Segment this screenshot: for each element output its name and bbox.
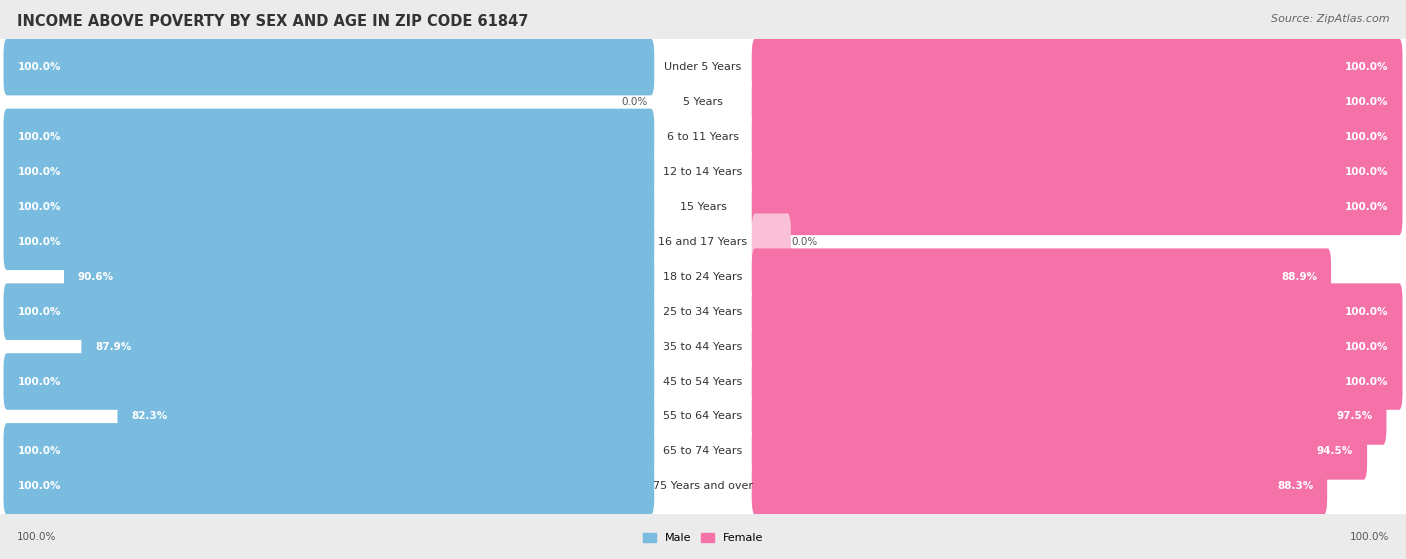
Text: 100.0%: 100.0% [1346,342,1389,352]
Text: 100.0%: 100.0% [1346,377,1389,386]
Text: 16 and 17 Years: 16 and 17 Years [658,237,748,247]
FancyBboxPatch shape [752,248,1331,305]
FancyBboxPatch shape [0,407,1406,496]
Text: 100.0%: 100.0% [1346,132,1389,142]
Text: 100.0%: 100.0% [17,62,60,72]
Text: 100.0%: 100.0% [17,167,60,177]
Text: 100.0%: 100.0% [1346,167,1389,177]
FancyBboxPatch shape [752,388,1386,445]
Text: 6 to 11 Years: 6 to 11 Years [666,132,740,142]
FancyBboxPatch shape [752,458,1327,515]
FancyBboxPatch shape [3,283,654,340]
Text: 88.3%: 88.3% [1277,481,1313,491]
FancyBboxPatch shape [752,353,1403,410]
FancyBboxPatch shape [0,93,1406,181]
Text: 25 to 34 Years: 25 to 34 Years [664,307,742,316]
FancyBboxPatch shape [3,108,654,165]
Legend: Male, Female: Male, Female [638,528,768,548]
Text: 65 to 74 Years: 65 to 74 Years [664,447,742,456]
Text: 75 Years and over: 75 Years and over [652,481,754,491]
Text: 100.0%: 100.0% [1350,532,1389,542]
FancyBboxPatch shape [65,248,654,305]
FancyBboxPatch shape [0,23,1406,111]
FancyBboxPatch shape [0,58,1406,146]
FancyBboxPatch shape [752,39,1403,96]
FancyBboxPatch shape [752,144,1403,200]
FancyBboxPatch shape [752,178,1403,235]
Text: 0.0%: 0.0% [621,97,647,107]
Text: 82.3%: 82.3% [131,411,167,421]
FancyBboxPatch shape [3,39,654,96]
Text: 100.0%: 100.0% [17,481,60,491]
FancyBboxPatch shape [0,267,1406,356]
FancyBboxPatch shape [0,127,1406,216]
FancyBboxPatch shape [0,233,1406,321]
Text: 100.0%: 100.0% [17,132,60,142]
FancyBboxPatch shape [118,388,654,445]
Text: 97.5%: 97.5% [1336,411,1372,421]
FancyBboxPatch shape [0,372,1406,461]
FancyBboxPatch shape [0,442,1406,530]
FancyBboxPatch shape [0,337,1406,426]
Text: 100.0%: 100.0% [1346,202,1389,212]
Text: 18 to 24 Years: 18 to 24 Years [664,272,742,282]
FancyBboxPatch shape [3,178,654,235]
Text: 100.0%: 100.0% [17,532,56,542]
Text: 100.0%: 100.0% [1346,307,1389,316]
FancyBboxPatch shape [3,458,654,515]
Text: 90.6%: 90.6% [77,272,114,282]
FancyBboxPatch shape [752,214,790,270]
Text: 94.5%: 94.5% [1317,447,1353,456]
FancyBboxPatch shape [752,423,1367,480]
Text: 100.0%: 100.0% [17,202,60,212]
Text: 0.0%: 0.0% [790,237,817,247]
Text: 5 Years: 5 Years [683,97,723,107]
FancyBboxPatch shape [752,108,1403,165]
Text: 100.0%: 100.0% [17,237,60,247]
FancyBboxPatch shape [0,197,1406,286]
Text: 100.0%: 100.0% [17,307,60,316]
FancyBboxPatch shape [3,353,654,410]
FancyBboxPatch shape [82,318,654,375]
FancyBboxPatch shape [0,163,1406,251]
Text: 88.9%: 88.9% [1281,272,1317,282]
Text: Source: ZipAtlas.com: Source: ZipAtlas.com [1271,14,1389,24]
FancyBboxPatch shape [752,74,1403,130]
Text: INCOME ABOVE POVERTY BY SEX AND AGE IN ZIP CODE 61847: INCOME ABOVE POVERTY BY SEX AND AGE IN Z… [17,14,529,29]
Text: 12 to 14 Years: 12 to 14 Years [664,167,742,177]
Text: 15 Years: 15 Years [679,202,727,212]
Text: 100.0%: 100.0% [1346,97,1389,107]
Text: 55 to 64 Years: 55 to 64 Years [664,411,742,421]
FancyBboxPatch shape [0,302,1406,391]
Text: 45 to 54 Years: 45 to 54 Years [664,377,742,386]
FancyBboxPatch shape [752,283,1403,340]
Text: 87.9%: 87.9% [96,342,132,352]
Text: 100.0%: 100.0% [1346,62,1389,72]
Text: 100.0%: 100.0% [17,377,60,386]
Text: 35 to 44 Years: 35 to 44 Years [664,342,742,352]
FancyBboxPatch shape [3,214,654,270]
Text: Under 5 Years: Under 5 Years [665,62,741,72]
FancyBboxPatch shape [752,318,1403,375]
Text: 100.0%: 100.0% [17,447,60,456]
FancyBboxPatch shape [3,144,654,200]
FancyBboxPatch shape [3,423,654,480]
